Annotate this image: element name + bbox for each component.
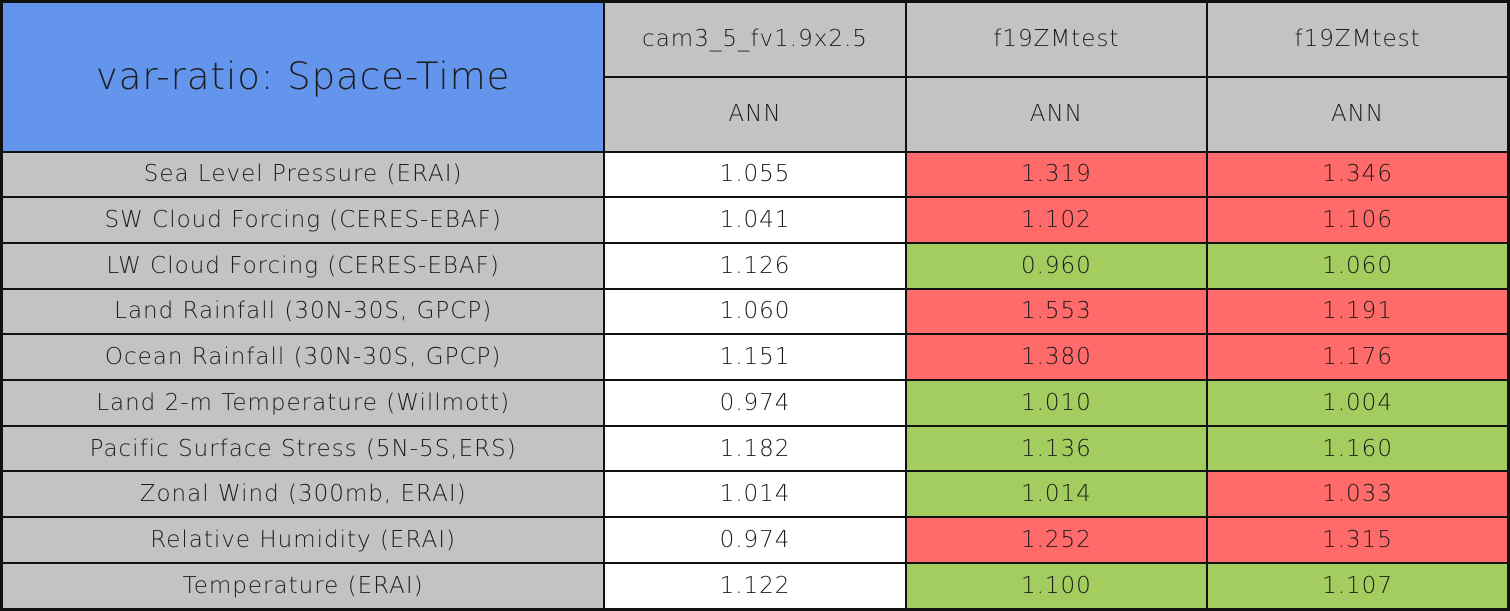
- table-row: Ocean Rainfall (30N-30S, GPCP) 1.151 1.3…: [0, 333, 1510, 382]
- row-label: SW Cloud Forcing (CERES-EBAF): [0, 196, 606, 244]
- header-row-cases: var-ratio: Space-Time cam3_5_fv1.9x2.5 f…: [0, 0, 1510, 153]
- value-cell: 1.380: [904, 333, 1209, 382]
- value-cell: 1.107: [1206, 561, 1510, 611]
- value-cell: 1.160: [1206, 424, 1510, 473]
- value-cell: 1.315: [1206, 516, 1510, 564]
- value-cell: 1.106: [1206, 196, 1510, 244]
- table-row: LW Cloud Forcing (CERES-EBAF) 1.126 0.96…: [0, 241, 1510, 290]
- value-cell: 1.014: [603, 470, 907, 519]
- value-cell: 1.055: [603, 150, 907, 199]
- row-label: Land Rainfall (30N-30S, GPCP): [0, 287, 606, 336]
- value-cell: 1.252: [904, 516, 1209, 564]
- value-cell: 1.041: [603, 196, 907, 244]
- row-label: Sea Level Pressure (ERAI): [0, 150, 606, 199]
- value-cell: 1.004: [1206, 379, 1510, 427]
- table-row: SW Cloud Forcing (CERES-EBAF) 1.041 1.10…: [0, 196, 1510, 244]
- row-label: Zonal Wind (300mb, ERAI): [0, 470, 606, 519]
- season-header-0: ANN: [603, 75, 907, 153]
- case-header-1: f19ZMtest: [904, 0, 1209, 78]
- value-cell: 1.182: [603, 424, 907, 473]
- value-cell: 1.553: [904, 287, 1209, 336]
- table-row: Relative Humidity (ERAI) 0.974 1.252 1.3…: [0, 516, 1510, 564]
- row-label: Land 2-m Temperature (Willmott): [0, 379, 606, 427]
- value-cell: 1.176: [1206, 333, 1510, 382]
- row-label: Relative Humidity (ERAI): [0, 516, 606, 564]
- value-cell: 1.122: [603, 561, 907, 611]
- case-header-0: cam3_5_fv1.9x2.5: [603, 0, 907, 78]
- table-row: Temperature (ERAI) 1.122 1.100 1.107: [0, 561, 1510, 611]
- value-cell: 1.060: [1206, 241, 1510, 290]
- table-row: Land 2-m Temperature (Willmott) 0.974 1.…: [0, 379, 1510, 427]
- header-row-season: ANN ANN ANN: [2, 75, 1510, 153]
- row-label: Pacific Surface Stress (5N-5S,ERS): [0, 424, 606, 473]
- case-header-2: f19ZMtest: [1206, 0, 1510, 78]
- table-row: Pacific Surface Stress (5N-5S,ERS) 1.182…: [0, 424, 1510, 473]
- row-label: LW Cloud Forcing (CERES-EBAF): [0, 241, 606, 290]
- value-cell: 1.319: [904, 150, 1209, 199]
- season-header-1: ANN: [904, 75, 1209, 153]
- value-cell: 1.346: [1206, 150, 1510, 199]
- value-cell: 0.960: [904, 241, 1209, 290]
- table-row: Zonal Wind (300mb, ERAI) 1.014 1.014 1.0…: [0, 470, 1510, 519]
- value-cell: 1.014: [904, 470, 1209, 519]
- row-label: Temperature (ERAI): [0, 561, 606, 611]
- row-label: Ocean Rainfall (30N-30S, GPCP): [0, 333, 606, 382]
- table-title: var-ratio: Space-Time: [0, 0, 606, 153]
- value-cell: 1.151: [603, 333, 907, 382]
- table-row: Land Rainfall (30N-30S, GPCP) 1.060 1.55…: [0, 287, 1510, 336]
- value-cell: 1.136: [904, 424, 1209, 473]
- value-cell: 1.191: [1206, 287, 1510, 336]
- value-cell: 1.033: [1206, 470, 1510, 519]
- value-cell: 1.060: [603, 287, 907, 336]
- season-header-2: ANN: [1206, 75, 1510, 153]
- value-cell: 1.100: [904, 561, 1209, 611]
- value-cell: 0.974: [603, 379, 907, 427]
- value-cell: 1.102: [904, 196, 1209, 244]
- table-row: Sea Level Pressure (ERAI) 1.055 1.319 1.…: [0, 150, 1510, 199]
- value-cell: 1.010: [904, 379, 1209, 427]
- value-cell: 1.126: [603, 241, 907, 290]
- value-cell: 0.974: [603, 516, 907, 564]
